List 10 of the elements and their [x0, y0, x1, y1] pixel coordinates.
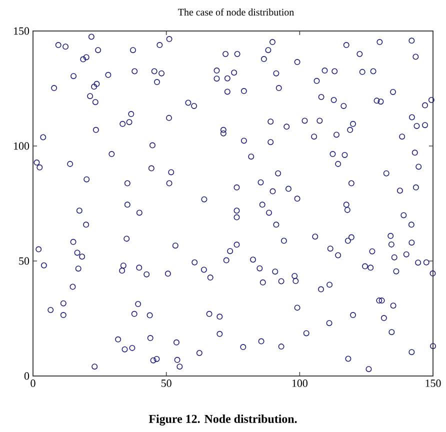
y-tick-label: 150 — [14, 27, 30, 35]
x-tick-label: 100 — [292, 380, 308, 387]
y-tick-label: 0 — [24, 372, 30, 380]
y-tick-label: 50 — [19, 257, 30, 265]
y-tick-label: 100 — [14, 142, 30, 150]
chart-title: The case of node distribution — [178, 8, 294, 16]
x-tick-label: 0 — [30, 380, 36, 387]
x-tick-label: 50 — [162, 380, 172, 387]
caption: Figure 12. Node distribution. — [148, 414, 297, 426]
x-tick-label: 150 — [426, 380, 441, 387]
